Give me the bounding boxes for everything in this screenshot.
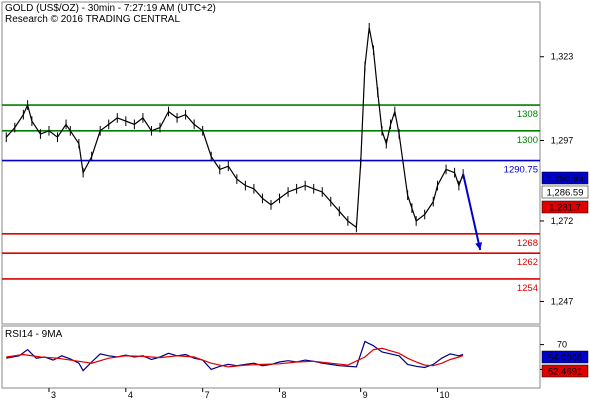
resistance-label: 1308 xyxy=(517,109,538,120)
time-tick-label: 7 xyxy=(205,390,210,400)
rsi-value-tags: 54.0936 52.4691 xyxy=(541,350,589,378)
rsi-tick-label: 70 xyxy=(557,340,567,350)
rsi-tag-box xyxy=(541,350,589,364)
price-line xyxy=(5,27,464,229)
price-tag-box xyxy=(541,200,589,214)
resistance-label: 1300 xyxy=(517,135,538,146)
pivot-label: 1290.75 xyxy=(504,165,538,176)
time-axis: 3 4 7 8 9 10 xyxy=(48,388,450,400)
price-tag-box xyxy=(541,171,589,185)
price-tick-label: 1,323 xyxy=(551,52,574,62)
forecast-line xyxy=(462,173,482,251)
price-axis: 1,323 1,297 1,272 1,247 xyxy=(540,52,574,306)
support-label: 1254 xyxy=(517,283,538,294)
price-series xyxy=(5,22,464,233)
time-tick-label: 9 xyxy=(363,390,368,400)
time-tick-label: 3 xyxy=(51,390,56,400)
time-tick-label: 8 xyxy=(282,390,287,400)
price-tag-label: 1,286.59 xyxy=(547,188,584,199)
forecast-arrowhead xyxy=(475,242,483,250)
rsi-title: RSI14 - 9MA xyxy=(5,329,63,340)
time-tick-label: 10 xyxy=(440,390,450,400)
9ma-line xyxy=(6,347,464,368)
chart-subtitle: Research © 2016 TRADING CENTRAL xyxy=(5,14,180,25)
time-tick-label: 4 xyxy=(128,390,133,400)
price-tag-box xyxy=(541,185,589,199)
chart-title: GOLD (US$/OZ) - 30min - 7:27:19 AM (UTC+… xyxy=(5,3,216,14)
forecast-arrow xyxy=(462,173,483,251)
rsi-panel-frame xyxy=(1,325,541,389)
price-tick-label: 1,297 xyxy=(551,135,574,145)
rsi-tag-box xyxy=(541,364,589,378)
rsi-series xyxy=(6,340,464,372)
price-tag-label: 1,281.7 xyxy=(549,203,581,214)
price-tags: 1,290.93 1,286.59 1,281.7 xyxy=(541,171,589,214)
rsi-tag-label: 54.0936 xyxy=(548,353,582,364)
price-tag-label: 1,290.93 xyxy=(547,174,584,185)
rsi-tag-label: 52.4691 xyxy=(548,367,582,378)
price-tick-label: 1,247 xyxy=(551,296,574,306)
price-panel-frame xyxy=(1,1,541,325)
support-label: 1262 xyxy=(517,257,538,268)
price-tick-label: 1,272 xyxy=(551,216,574,226)
support-label: 1268 xyxy=(517,238,538,249)
